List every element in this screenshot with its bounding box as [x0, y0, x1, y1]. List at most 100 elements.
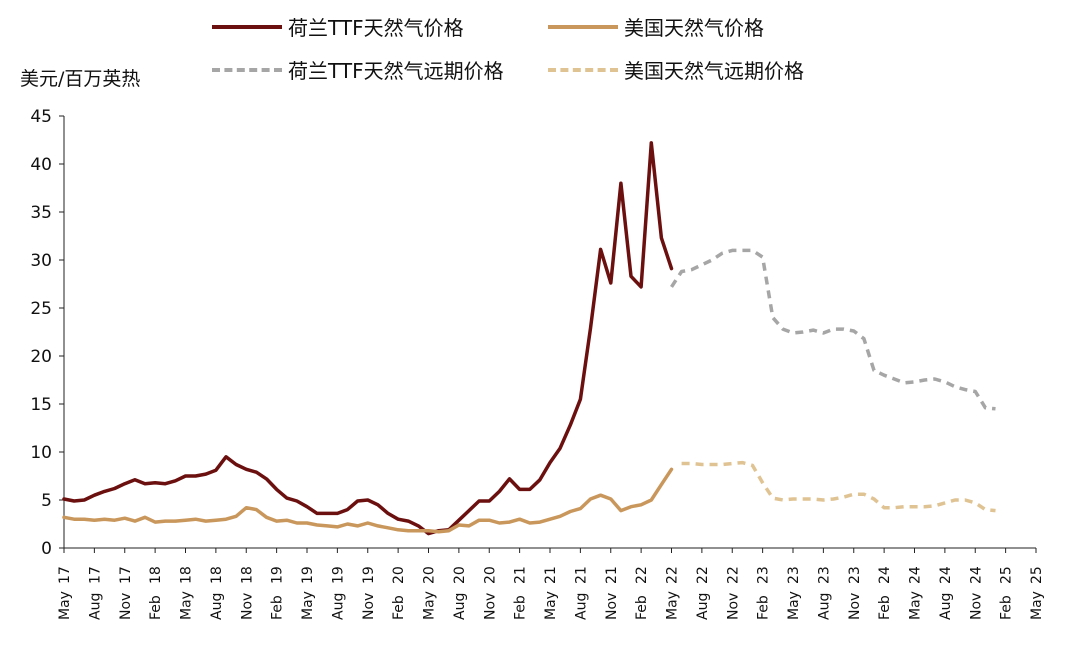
x-tick-year: 20	[391, 566, 407, 584]
x-tick-year: 22	[665, 566, 681, 584]
x-tick-label: Feb 18	[148, 566, 164, 620]
x-tick-label: Nov 20	[482, 566, 498, 620]
x-tick-year: 22	[695, 566, 711, 584]
x-tick-label: May 22	[665, 566, 681, 620]
y-tick-label: 30	[30, 251, 52, 271]
x-tick-year: 21	[604, 566, 620, 584]
x-tick-month: Aug	[87, 593, 103, 620]
x-tick-month: Aug	[938, 593, 954, 620]
x-tick-year: 19	[361, 566, 377, 584]
x-tick-year: 21	[543, 566, 559, 584]
x-tick-label: Feb 20	[391, 566, 407, 620]
x-tick-month: Aug	[695, 593, 711, 620]
x-tick-label: Feb 25	[999, 566, 1015, 620]
legend-swatch-us	[548, 24, 618, 29]
legend-swatch-us-forward	[548, 67, 618, 72]
x-tick-month: Nov	[118, 593, 134, 620]
x-tick-year: 24	[877, 566, 893, 584]
x-tick-month: May	[665, 591, 681, 620]
x-tick-year: 21	[573, 566, 589, 584]
x-tick-label: Aug 24	[938, 566, 954, 620]
legend-label-us: 美国天然气价格	[624, 16, 764, 40]
x-tick-year: 19	[330, 566, 346, 584]
y-tick-label: 25	[30, 299, 52, 319]
x-tick-month: Nov	[847, 593, 863, 620]
x-tick-label: Nov 24	[968, 566, 984, 620]
x-tick-label: May 20	[422, 566, 438, 620]
x-tick-label: Feb 21	[513, 566, 529, 620]
x-tick-month: Feb	[999, 595, 1015, 620]
x-tick-month: Feb	[391, 595, 407, 620]
series-group	[62, 141, 996, 536]
legend-swatch-ttf-forward	[212, 67, 282, 72]
x-tick-month: Feb	[148, 595, 164, 620]
x-tick-label: Feb 19	[270, 566, 286, 620]
x-tick-label: May 24	[908, 566, 924, 620]
x-tick-label: Aug 17	[87, 566, 103, 620]
x-tick-year: 24	[968, 566, 984, 584]
x-tick-month: Feb	[270, 595, 286, 620]
x-tick-label: Aug 22	[695, 566, 711, 620]
x-tick-month: May	[57, 591, 73, 620]
x-tick-label: May 18	[179, 566, 195, 620]
x-tick-label: May 25	[1029, 566, 1045, 620]
legend-item-ttf: 荷兰TTF天然气价格	[212, 12, 464, 41]
x-tick-label: May 17	[57, 566, 73, 620]
x-tick-month: Aug	[573, 593, 589, 620]
y-tick-label: 0	[41, 539, 52, 559]
x-tick-label: Feb 22	[634, 566, 650, 620]
y-tick-label: 15	[30, 395, 52, 415]
y-tick-label: 10	[30, 443, 52, 463]
series-line-0	[62, 141, 674, 536]
x-tick-label: May 23	[786, 566, 802, 620]
x-tick-year: 22	[725, 566, 741, 584]
x-tick-month: May	[908, 591, 924, 620]
x-tick-month: Feb	[634, 595, 650, 620]
legend-item-us: 美国天然气价格	[548, 12, 764, 41]
x-tick-year: 25	[1029, 566, 1045, 584]
x-tick-label: Nov 17	[118, 566, 134, 620]
x-tick-year: 25	[999, 566, 1015, 584]
x-tick-month: May	[179, 591, 195, 620]
x-tick-year: 23	[786, 566, 802, 584]
y-tick-label: 5	[41, 491, 52, 511]
x-tick-label: Nov 19	[361, 566, 377, 620]
x-tick-year: 23	[756, 566, 772, 584]
x-tick-year: 17	[118, 566, 134, 584]
x-tick-month: May	[1029, 591, 1045, 620]
x-tick-month: Nov	[725, 593, 741, 620]
x-tick-month: May	[422, 591, 438, 620]
x-tick-year: 24	[908, 566, 924, 584]
legend-label-ttf-forward: 荷兰TTF天然气远期价格	[288, 59, 504, 83]
x-tick-label: Nov 21	[604, 566, 620, 620]
x-tick-month: May	[543, 591, 559, 620]
x-tick-year: 19	[270, 566, 286, 584]
x-tick-month: Aug	[209, 593, 225, 620]
y-tick-label: 45	[30, 107, 52, 127]
x-tick-year: 19	[300, 566, 316, 584]
x-tick-year: 20	[452, 566, 468, 584]
series-line-1	[62, 467, 674, 534]
x-tick-month: May	[786, 591, 802, 620]
legend-swatch-ttf	[212, 24, 282, 29]
y-tick-label: 40	[30, 155, 52, 175]
x-tick-year: 20	[482, 566, 498, 584]
x-tick-year: 22	[634, 566, 650, 584]
x-tick-label: Feb 24	[877, 566, 893, 620]
legend-item-ttf-forward: 荷兰TTF天然气远期价格	[212, 55, 504, 84]
x-tick-label: Aug 18	[209, 566, 225, 620]
x-tick-label: Aug 20	[452, 566, 468, 620]
y-tick-label: 35	[30, 203, 52, 223]
x-tick-label: Aug 21	[573, 566, 589, 620]
y-axis-unit-label: 美元/百万英热	[20, 68, 141, 90]
legend-label-us-forward: 美国天然气远期价格	[624, 59, 804, 83]
x-tick-year: 23	[816, 566, 832, 584]
x-tick-year: 21	[513, 566, 529, 584]
x-tick-month: Feb	[756, 595, 772, 620]
x-tick-year: 23	[847, 566, 863, 584]
x-tick-year: 17	[57, 566, 73, 584]
x-tick-label: May 19	[300, 566, 316, 620]
x-tick-month: Nov	[361, 593, 377, 620]
